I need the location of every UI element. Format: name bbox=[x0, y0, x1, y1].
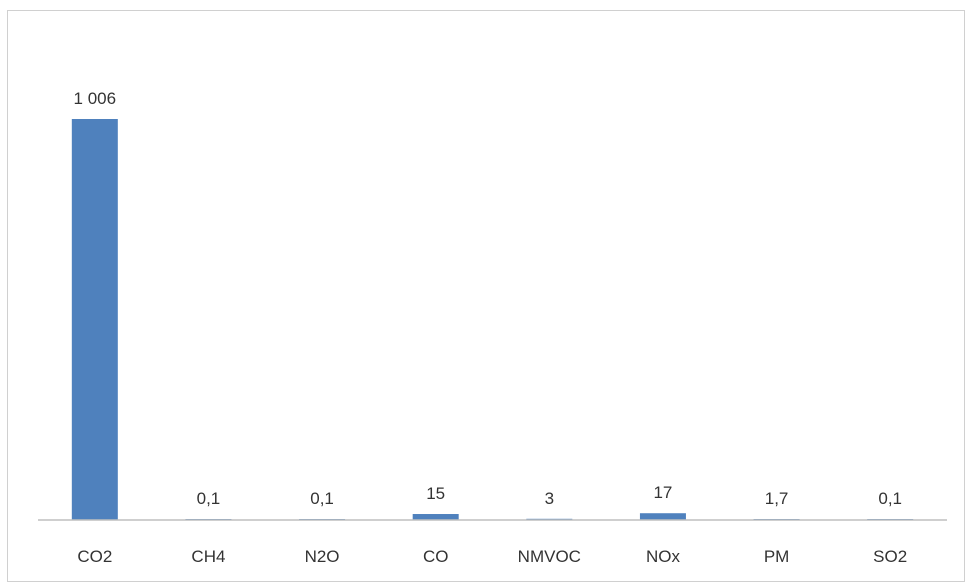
bar-nox bbox=[639, 513, 686, 520]
data-label-co2: 1 006 bbox=[74, 89, 117, 108]
data-label-n2o: 0,1 bbox=[310, 489, 334, 508]
data-label-pm: 1,7 bbox=[765, 489, 789, 508]
data-label-so2: 0,1 bbox=[878, 489, 902, 508]
x-tick-label-nox: NOx bbox=[646, 547, 681, 566]
x-tick-label-pm: PM bbox=[764, 547, 790, 566]
x-tick-labels-group: CO2 CH4 N2O CO NMVOC NOx PM SO2 bbox=[77, 547, 907, 566]
x-tick-label-n2o: N2O bbox=[305, 547, 340, 566]
x-tick-label-co2: CO2 bbox=[77, 547, 112, 566]
bars-group bbox=[71, 119, 914, 520]
data-label-nox: 17 bbox=[653, 483, 672, 502]
x-tick-label-so2: SO2 bbox=[873, 547, 907, 566]
data-label-nmvoc: 3 bbox=[545, 489, 554, 508]
data-labels-group: 1 006 0,1 0,1 15 3 17 1,7 0,1 bbox=[74, 89, 902, 508]
chart-frame bbox=[7, 10, 965, 582]
data-label-co: 15 bbox=[426, 484, 445, 503]
x-tick-label-co: CO bbox=[423, 547, 449, 566]
x-tick-label-nmvoc: NMVOC bbox=[518, 547, 581, 566]
data-label-ch4: 0,1 bbox=[197, 489, 221, 508]
bar-co2 bbox=[71, 119, 118, 520]
bar-co bbox=[412, 514, 459, 520]
x-tick-label-ch4: CH4 bbox=[191, 547, 225, 566]
